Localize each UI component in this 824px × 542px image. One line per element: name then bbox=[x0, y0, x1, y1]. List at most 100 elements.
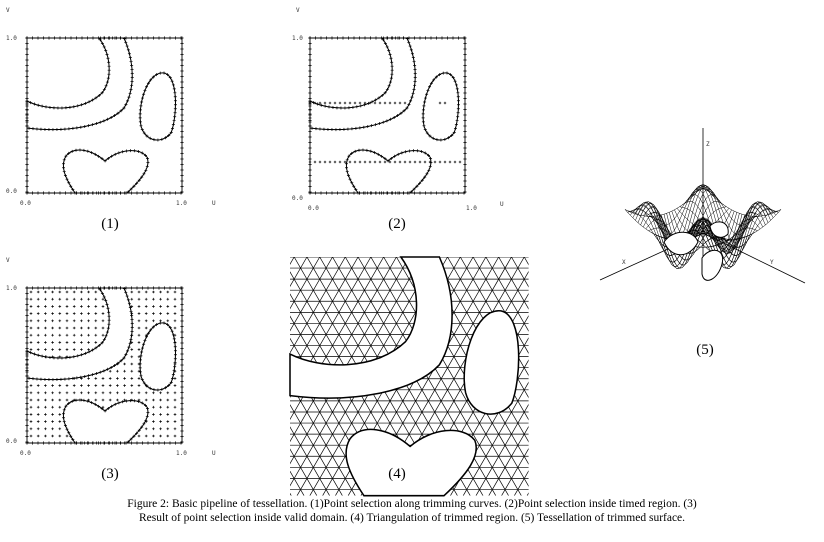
curve-point bbox=[128, 306, 132, 310]
curve-point bbox=[122, 287, 126, 291]
mesh-line bbox=[290, 257, 330, 496]
boundary-point bbox=[330, 191, 334, 195]
domain-point bbox=[29, 384, 33, 387]
curve-point bbox=[142, 342, 146, 346]
scan-point bbox=[328, 160, 332, 164]
curve-point bbox=[25, 374, 29, 378]
boundary-point bbox=[463, 129, 467, 134]
curve-point bbox=[450, 133, 454, 137]
domain-point bbox=[166, 290, 170, 294]
boundary-point bbox=[129, 191, 134, 195]
domain-point bbox=[94, 297, 98, 301]
boundary-point bbox=[440, 191, 444, 195]
mesh-line bbox=[460, 257, 529, 496]
domain-point bbox=[144, 326, 148, 330]
boundary-point bbox=[146, 191, 150, 195]
boundary-point bbox=[463, 85, 467, 90]
scan-point bbox=[458, 160, 462, 164]
boundary-point bbox=[162, 441, 167, 445]
boundary-point bbox=[25, 47, 29, 51]
curve-point bbox=[25, 108, 29, 112]
curve-point bbox=[111, 191, 115, 195]
domain-point bbox=[152, 305, 155, 308]
scan-point bbox=[308, 160, 312, 164]
boundary-point bbox=[25, 184, 29, 189]
boundary-point bbox=[25, 335, 29, 340]
boundary-point bbox=[47, 191, 51, 195]
curve-point bbox=[426, 153, 430, 157]
curve-point bbox=[127, 52, 131, 56]
domain-point bbox=[51, 305, 54, 308]
boundary-point bbox=[352, 36, 356, 40]
curve-point bbox=[407, 103, 411, 107]
domain-point bbox=[130, 348, 134, 351]
curve-point bbox=[139, 374, 143, 378]
curve-point bbox=[115, 286, 119, 290]
domain-point bbox=[58, 413, 62, 416]
boundary-point bbox=[25, 41, 29, 46]
domain-point bbox=[152, 398, 155, 402]
domain-point bbox=[65, 290, 69, 294]
boundary-point bbox=[180, 302, 184, 307]
boundary-point bbox=[80, 286, 84, 290]
curve-point bbox=[83, 191, 87, 195]
boundary-point bbox=[308, 179, 312, 183]
domain-point bbox=[173, 405, 177, 409]
curve-point bbox=[40, 354, 44, 358]
boundary-point bbox=[25, 308, 29, 312]
surface-hole bbox=[701, 249, 724, 281]
boundary-point bbox=[308, 47, 312, 51]
curve-point bbox=[173, 115, 177, 119]
curve-point bbox=[378, 191, 382, 195]
u-axis-label: U bbox=[500, 201, 504, 208]
curve-point bbox=[138, 116, 142, 120]
curve-point bbox=[382, 191, 386, 195]
curve-point bbox=[107, 314, 111, 318]
boundary-point bbox=[25, 302, 29, 307]
curve-point bbox=[133, 399, 137, 403]
curve-point bbox=[346, 127, 350, 131]
domain-point bbox=[152, 319, 155, 323]
scan-point bbox=[353, 101, 357, 105]
curve-point bbox=[170, 127, 174, 131]
boundary-point bbox=[429, 191, 433, 195]
curve-point bbox=[130, 325, 134, 329]
curve-point bbox=[389, 56, 393, 60]
curve-point bbox=[107, 68, 111, 72]
curve-point bbox=[370, 124, 374, 128]
u-tick-right: 1.0 bbox=[176, 450, 187, 457]
domain-point bbox=[51, 434, 54, 438]
domain-point bbox=[36, 305, 40, 308]
curve-point bbox=[422, 124, 426, 128]
curve-point bbox=[173, 99, 177, 103]
boundary-point bbox=[434, 191, 439, 195]
curve-point bbox=[350, 127, 354, 131]
curve-point bbox=[152, 138, 156, 142]
curve-point bbox=[319, 103, 323, 107]
domain-point bbox=[144, 427, 148, 431]
boundary-point bbox=[129, 286, 134, 290]
domain-point bbox=[72, 312, 76, 315]
domain-point bbox=[173, 319, 177, 323]
surface-line bbox=[692, 201, 771, 267]
domain-point bbox=[29, 319, 33, 323]
curve-point bbox=[107, 322, 111, 326]
boundary-point bbox=[180, 407, 184, 411]
curve-point bbox=[71, 126, 75, 130]
domain-point bbox=[29, 305, 33, 308]
domain-point bbox=[173, 384, 177, 387]
boundary-point bbox=[146, 36, 150, 40]
boundary-point bbox=[58, 286, 62, 290]
curve-point bbox=[408, 149, 412, 153]
panel-5-label: (5) bbox=[696, 342, 714, 358]
domain-point bbox=[137, 377, 141, 380]
domain-point bbox=[29, 413, 33, 416]
panel-5-plot: Z X Y bbox=[599, 128, 806, 284]
boundary-point bbox=[180, 140, 184, 145]
boundary-point bbox=[168, 191, 172, 195]
curve-point bbox=[126, 99, 130, 103]
curve-point bbox=[67, 377, 71, 381]
curve-point bbox=[29, 101, 33, 105]
curve-point bbox=[109, 366, 113, 370]
curve-point bbox=[25, 370, 29, 374]
